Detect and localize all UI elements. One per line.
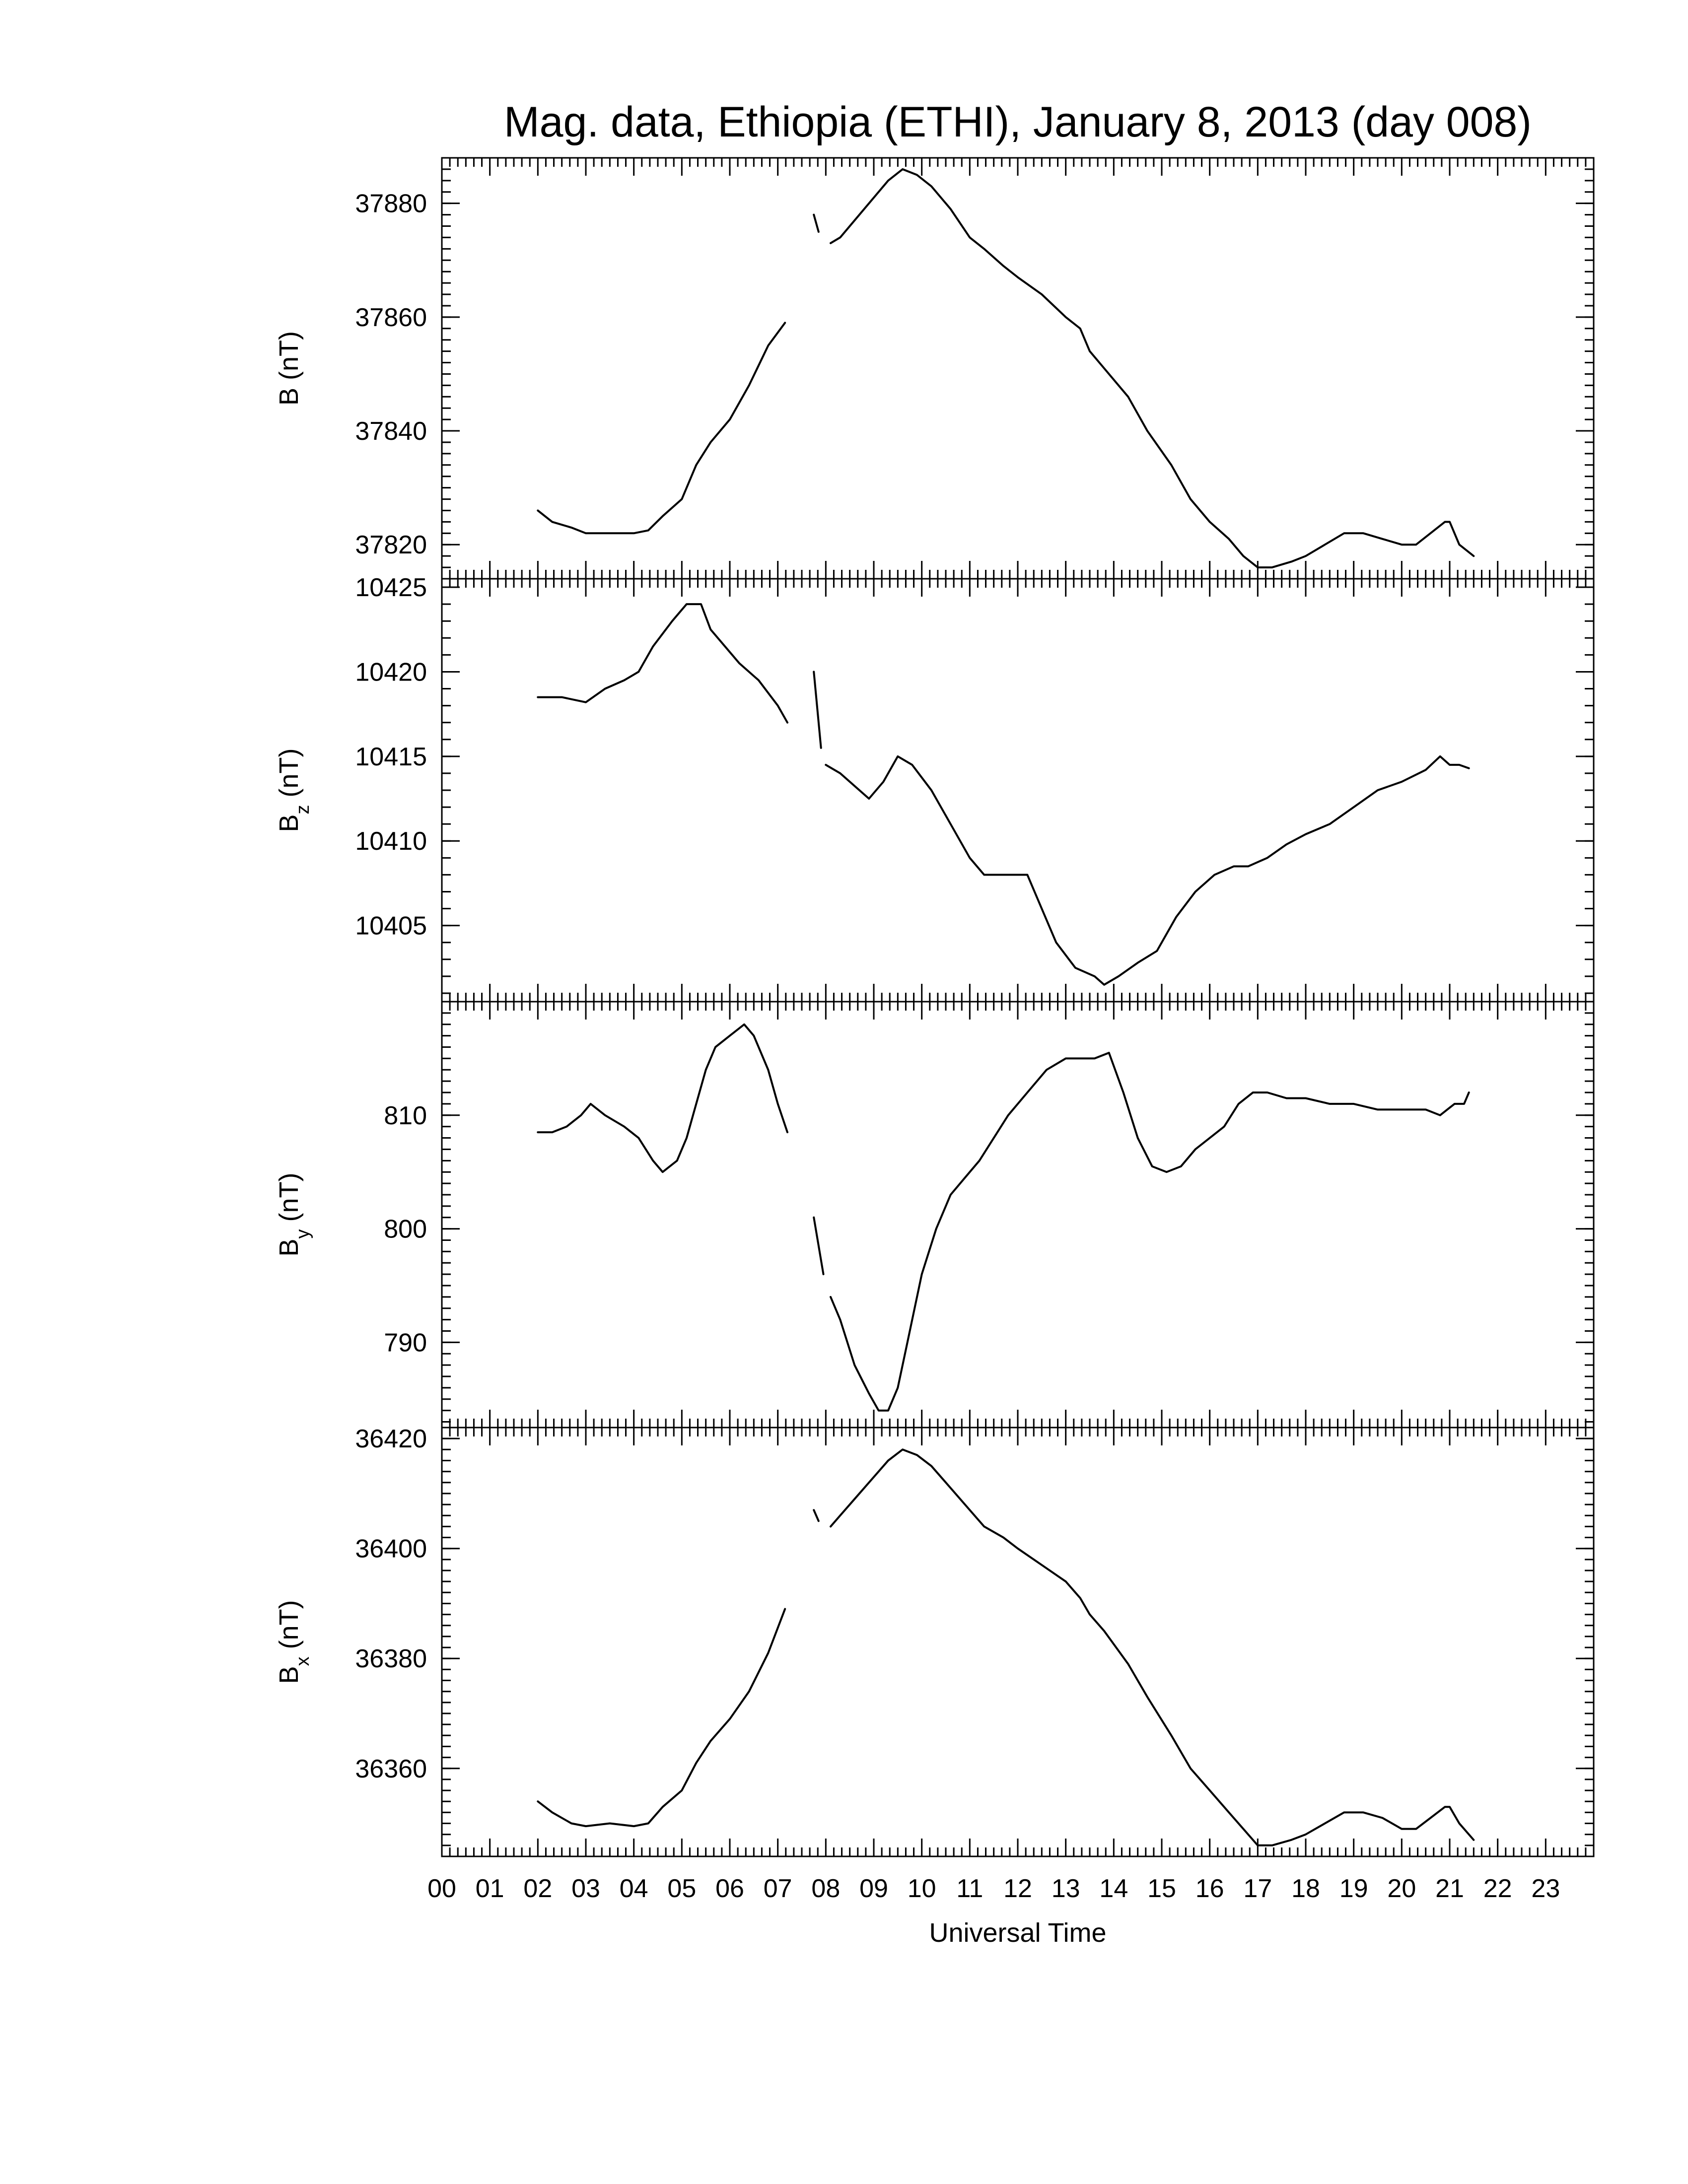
y-axis-title-symbol: B bbox=[274, 1238, 304, 1256]
y-axis-title-subscript: y bbox=[292, 1229, 313, 1238]
series-line-B-segment-2 bbox=[830, 168, 1475, 569]
y-axis-title-symbol: B bbox=[274, 1666, 304, 1684]
series-line-By-segment-1 bbox=[813, 1216, 825, 1276]
y-axis-title-subscript: z bbox=[292, 805, 313, 814]
x-tick-label: 19 bbox=[1339, 1874, 1368, 1903]
x-tick-label: 16 bbox=[1196, 1874, 1224, 1903]
x-tick-label: 20 bbox=[1387, 1874, 1416, 1903]
y-axis-title-B: B (nT) bbox=[274, 331, 304, 406]
y-axis-title-By: By (nT) bbox=[274, 1172, 313, 1256]
x-axis-title: Universal Time bbox=[929, 1918, 1106, 1948]
y-tick-label: 36400 bbox=[355, 1535, 427, 1564]
x-tick-label: 07 bbox=[764, 1874, 792, 1903]
panel-B: 37820 37840 37860 37880 B (nT) bbox=[274, 157, 1595, 580]
y-tick-label: 10420 bbox=[355, 658, 427, 686]
x-tick-label: 03 bbox=[571, 1874, 600, 1903]
y-axis-title-Bx: Bx (nT) bbox=[274, 1600, 313, 1684]
y-axis-title-unit: (nT) bbox=[274, 1172, 304, 1229]
x-tick-label: 10 bbox=[908, 1874, 936, 1903]
series-line-Bx-segment-0 bbox=[537, 1608, 786, 1828]
x-tick-label: 13 bbox=[1052, 1874, 1080, 1903]
chart-title: Mag. data, Ethiopia (ETHI), January 8, 2… bbox=[504, 98, 1532, 146]
y-axis-title-unit: (nT) bbox=[274, 331, 304, 388]
y-axis-title-unit: (nT) bbox=[274, 748, 304, 805]
panel-Bz: 10405 10410 10415 10420 10425 Bz (nT) bbox=[274, 573, 1595, 1003]
y-tick-label: 790 bbox=[384, 1328, 427, 1357]
y-axis-title-symbol: B bbox=[274, 388, 304, 406]
y-tick-label: 10410 bbox=[355, 827, 427, 856]
y-tick-label: 36380 bbox=[355, 1644, 427, 1673]
x-tick-label: 18 bbox=[1291, 1874, 1320, 1903]
series-line-Bz-segment-0 bbox=[537, 603, 788, 724]
x-tick-label: 21 bbox=[1435, 1874, 1464, 1903]
x-tick-label: 11 bbox=[956, 1874, 983, 1903]
series-line-By-segment-2 bbox=[830, 1052, 1470, 1412]
x-tick-label: 12 bbox=[1003, 1874, 1032, 1903]
x-tick-label: 14 bbox=[1099, 1874, 1128, 1903]
x-tick-label: 06 bbox=[715, 1874, 744, 1903]
y-tick-label: 37860 bbox=[355, 303, 427, 332]
x-tick-label: 15 bbox=[1147, 1874, 1176, 1903]
series-line-By-segment-0 bbox=[537, 1023, 788, 1173]
y-tick-label: 37820 bbox=[355, 531, 427, 559]
y-axis-title-unit: (nT) bbox=[274, 1600, 304, 1656]
y-axis-title-subscript: x bbox=[292, 1656, 313, 1666]
series-line-B-segment-0 bbox=[537, 322, 786, 535]
panel-By: 790 800 810 By (nT) bbox=[274, 1001, 1595, 1429]
x-tick-label: 01 bbox=[476, 1874, 504, 1903]
x-tick-label: 23 bbox=[1531, 1874, 1560, 1903]
y-axis-title-Bz: Bz (nT) bbox=[274, 748, 313, 832]
series-line-Bz-segment-1 bbox=[813, 671, 822, 749]
panel-frame bbox=[441, 578, 1595, 1003]
y-tick-label: 36360 bbox=[355, 1755, 427, 1783]
y-tick-label: 37880 bbox=[355, 190, 427, 218]
series-line-Bz-segment-2 bbox=[825, 755, 1470, 986]
x-axis-tick-labels: 00 01 02 03 04 05 06 07 08 09 10 11 12 13 14 15 16 17 18 19… bbox=[427, 1874, 1560, 1903]
series-line-Bx-segment-1 bbox=[813, 1509, 820, 1522]
series-line-Bx-segment-2 bbox=[830, 1448, 1475, 1846]
y-tick-label: 10415 bbox=[355, 743, 427, 771]
panel-frame bbox=[441, 157, 1595, 580]
y-axis-title-symbol: B bbox=[274, 814, 304, 832]
x-tick-label: 00 bbox=[427, 1874, 456, 1903]
chart-panels: 37820 37840 37860 37880 B (nT) 10405 10410 1041… bbox=[274, 157, 1595, 1857]
y-tick-label: 810 bbox=[384, 1101, 427, 1130]
y-tick-label: 800 bbox=[384, 1215, 427, 1244]
y-tick-label: 36420 bbox=[355, 1425, 427, 1453]
panel-frame bbox=[441, 1001, 1595, 1429]
x-tick-label: 08 bbox=[811, 1874, 840, 1903]
x-tick-label: 17 bbox=[1243, 1874, 1272, 1903]
panel-frame bbox=[441, 1427, 1595, 1857]
series-line-B-segment-1 bbox=[813, 213, 820, 233]
y-tick-label: 10425 bbox=[355, 573, 427, 602]
x-tick-label: 05 bbox=[667, 1874, 696, 1903]
panel-Bx: 36360 36380 36400 36420 Bx (nT) bbox=[274, 1425, 1595, 1857]
y-tick-label: 37840 bbox=[355, 417, 427, 446]
x-tick-label: 04 bbox=[620, 1874, 648, 1903]
x-tick-label: 09 bbox=[859, 1874, 888, 1903]
x-tick-label: 02 bbox=[523, 1874, 552, 1903]
y-tick-label: 10405 bbox=[355, 912, 427, 941]
x-tick-label: 22 bbox=[1483, 1874, 1512, 1903]
